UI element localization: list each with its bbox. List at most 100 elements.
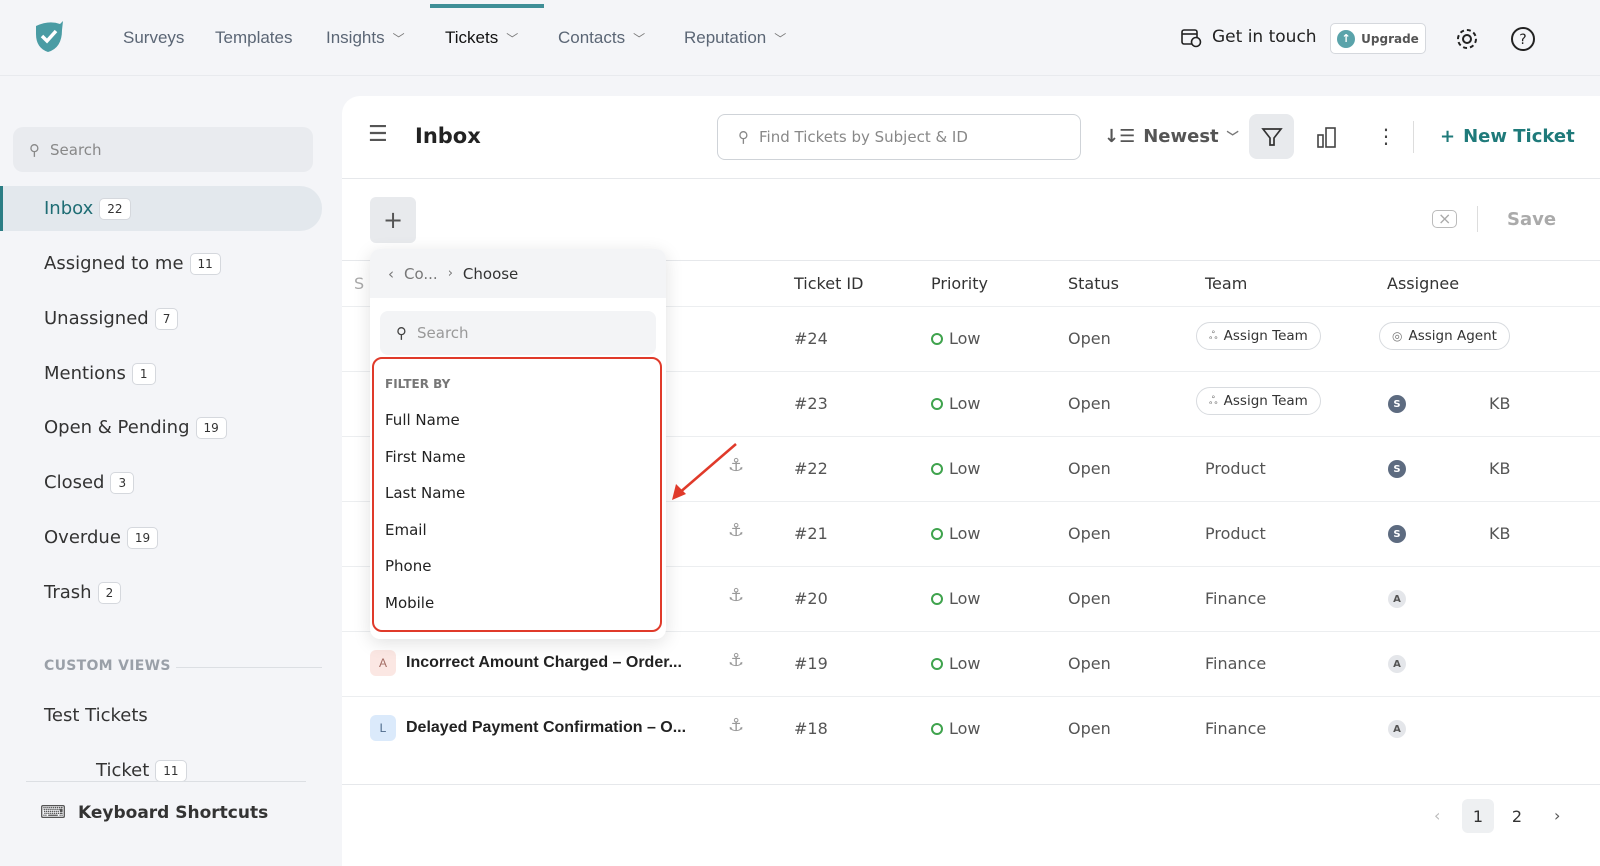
upgrade-arrow-icon: ↑ [1337,29,1356,48]
count-badge: 19 [126,526,159,549]
status: Open [1068,459,1111,478]
nav-insights[interactable]: Insights ﹀ [326,28,405,48]
sidebar-item-open-pending[interactable]: Open & Pending 19 [0,405,322,450]
keyboard-shortcuts-button[interactable]: ⌨ Keyboard Shortcuts [40,802,268,823]
option-mobile[interactable]: Mobile [385,594,435,612]
column-header-team[interactable]: Team [1205,274,1248,293]
custom-view-test-tickets[interactable]: Test Tickets [0,693,322,738]
sidebar-item-trash[interactable]: Trash 2 [0,570,322,615]
get-in-touch-button[interactable]: Get in touch [1180,26,1317,48]
page-1-button[interactable]: 1 [1462,799,1494,833]
nav-label: Surveys [123,28,185,47]
clear-filter-icon[interactable]: × [1432,210,1458,228]
find-tickets-input[interactable]: ⚲ Find Tickets by Subject & ID [717,114,1081,160]
ticket-id: #23 [794,394,828,413]
priority-dot-icon [931,462,943,475]
collapse-menu-icon[interactable]: ☰ [368,122,388,147]
divider [1477,206,1478,232]
more-options-icon[interactable]: ⋮ [1376,124,1396,148]
search-placeholder: Search [50,140,102,159]
dropdown-search-input[interactable]: ⚲ Search [380,311,656,355]
sidebar-item-unassigned[interactable]: Unassigned 7 [0,296,322,341]
nav-label: Reputation [684,28,767,47]
back-chevron-icon[interactable]: ‹ [388,264,394,283]
assignee-avatar: A [1388,720,1406,738]
sidebar-search-input[interactable]: ⚲ Search [13,127,313,172]
save-filter-button[interactable]: Save [1507,209,1557,230]
custom-view-ticket[interactable]: Ticket 11 [0,748,322,793]
option-email[interactable]: Email [385,521,427,539]
nav-surveys[interactable]: Surveys [123,28,184,48]
status: Open [1068,719,1111,738]
prev-page-icon[interactable]: ‹ [1434,806,1441,825]
item-label: Unassigned [44,308,149,329]
search-placeholder: Search [417,324,469,342]
nav-contacts[interactable]: Contacts ﹀ [558,28,645,48]
priority-label: Low [949,329,981,348]
table-row[interactable]: #23 Low Open ஃ Assign Team S KB [342,371,1600,436]
assign-team-button[interactable]: ஃ Assign Team [1196,387,1321,415]
count-badge: 1 [131,362,156,385]
status: Open [1068,329,1111,348]
priority-label: Low [949,654,981,673]
next-page-icon[interactable]: › [1554,806,1561,825]
filter-field-dropdown: ‹ Co... › Choose ⚲ Search FILTER BY Full … [370,249,666,639]
app-logo[interactable] [30,18,68,56]
chevron-down-icon: ﹀ [392,31,405,46]
sidebar-item-closed[interactable]: Closed 3 [0,460,322,505]
column-header-status[interactable]: Status [1068,274,1119,293]
assign-team-button[interactable]: ஃ Assign Team [1196,322,1321,350]
breadcrumb-parent[interactable]: Co... [404,264,438,283]
page-2-button[interactable]: 2 [1511,806,1523,826]
add-filter-button[interactable]: + [370,197,416,243]
option-full-name[interactable]: Full Name [385,411,460,429]
option-last-name[interactable]: Last Name [385,484,466,502]
count-badge: 22 [99,197,131,220]
team: Product [1205,524,1266,543]
ticket-id: #21 [794,524,828,543]
column-header-ticket-id[interactable]: Ticket ID [794,274,864,293]
sidebar-item-mentions[interactable]: Mentions 1 [0,351,322,396]
table-row[interactable]: ⚓︎ #21 Low Open Product S KB [342,501,1600,566]
table-row[interactable]: ⚓︎ #20 Low Open Finance A [342,566,1600,631]
column-header-assignee[interactable]: Assignee [1387,274,1460,293]
find-placeholder: Find Tickets by Subject & ID [759,128,968,146]
column-header-priority[interactable]: Priority [931,274,988,293]
ticket-id: #22 [794,459,828,478]
team: Finance [1205,654,1267,673]
nav-templates[interactable]: Templates [215,28,292,48]
table-row[interactable]: ⚓︎ #22 Low Open Product S KB [342,436,1600,501]
ticket-subject[interactable]: A Incorrect Amount Charged – Order... [370,650,682,676]
table-row[interactable]: A Incorrect Amount Charged – Order... ⚓︎ #1… [342,631,1600,696]
nav-reputation[interactable]: Reputation ﹀ [684,28,786,48]
option-first-name[interactable]: First Name [385,448,466,466]
assign-agent-button[interactable]: ◎ Assign Agent [1379,322,1510,350]
nav-tickets[interactable]: Tickets ﹀ [445,28,518,48]
custom-views-heading: CUSTOM VIEWS [44,658,171,674]
sidebar-item-overdue[interactable]: Overdue 19 [0,515,322,560]
calendar-clock-icon [1181,29,1202,48]
column-header-subject[interactable]: S [354,274,365,293]
gear-icon[interactable] [1454,26,1480,52]
sort-label: Newest [1143,126,1219,147]
upgrade-button[interactable]: ↑ Upgrade [1330,23,1426,54]
sort-dropdown[interactable]: ↓☰ Newest ﹀ [1104,126,1239,147]
sort-icon: ↓☰ [1104,126,1136,147]
subject-text: Incorrect Amount Charged – Order... [406,654,682,671]
columns-icon[interactable] [1315,125,1339,149]
option-phone[interactable]: Phone [385,557,432,575]
sidebar-item-inbox[interactable]: Inbox 22 [0,186,322,231]
table-row[interactable]: L Delayed Payment Confirmation – O... ⚓︎ #1… [342,696,1600,761]
priority-label: Low [949,394,981,413]
annotation-arrow [672,443,737,500]
filter-button[interactable] [1249,114,1294,159]
sidebar-item-assigned[interactable]: Assigned to me 11 [0,241,322,286]
search-icon: ⚲ [738,128,749,146]
team-icon: ஃ [1209,328,1218,342]
help-icon[interactable]: ? [1510,26,1536,52]
chevron-down-icon: ﹀ [633,31,646,46]
table-row[interactable]: #24 Low Open ஃ Assign Team ◎ Assign Agent [342,306,1600,371]
new-ticket-button[interactable]: + New Ticket [1440,126,1575,147]
ticket-subject[interactable]: L Delayed Payment Confirmation – O... [370,715,686,741]
divider [26,781,306,782]
